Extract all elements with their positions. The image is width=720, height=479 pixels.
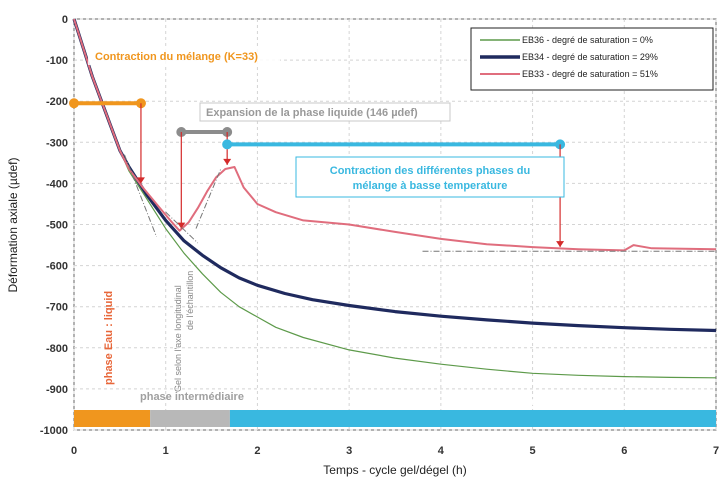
tangent-line-2	[165, 211, 199, 244]
annotation-markers	[69, 98, 716, 252]
annotation-contraction-melange: Contraction du mélange (K=33)	[95, 51, 258, 63]
y-tick-label: -200	[46, 96, 68, 108]
tick-labels: 0 -100 -200 -300 -400 -500 -600 -700 -800 -900 -10…	[40, 14, 719, 457]
phase-label-gel-2: de l'échantillon	[185, 271, 195, 330]
y-tick-label: -600	[46, 261, 68, 273]
y-tick-label: -1000	[40, 425, 68, 437]
bracket-basse-temp-start	[222, 139, 233, 150]
y-tick-label: -400	[46, 178, 68, 190]
x-tick-label: 2	[254, 445, 260, 457]
annotation-contraction-phases-2: mélange à basse temperature	[353, 180, 508, 192]
annotation-bg-basse-temp	[295, 156, 565, 198]
arrow-expansion-end-head	[223, 158, 232, 165]
y-tick-label: -700	[46, 302, 68, 314]
x-tick-label: 7	[713, 445, 719, 457]
phase-label-gel: Gel selon l'axe longitudinal	[173, 285, 183, 392]
x-tick-label: 3	[346, 445, 352, 457]
phase-band-1	[150, 410, 230, 427]
y-tick-label: -300	[46, 137, 68, 149]
legend-label-eb33: EB33 - degré de saturation = 51%	[522, 69, 658, 79]
legend-label-eb36: EB36 - degré de saturation = 0%	[522, 35, 653, 45]
legend-label-eb34: EB34 - degré de saturation = 29%	[522, 52, 658, 62]
y-axis-title: Déformation axiale (µdef)	[6, 158, 20, 293]
bracket-contraction-start	[69, 98, 79, 109]
arrow-expansion-start-head	[177, 222, 186, 229]
annotation-contraction-phases-1: Contraction des différentes phases du	[330, 165, 530, 177]
x-tick-label: 5	[530, 445, 536, 457]
y-tick-label: -900	[46, 384, 68, 396]
y-tick-label: -100	[46, 55, 68, 67]
phase-band-0	[74, 410, 151, 427]
y-tick-label: -500	[46, 220, 68, 232]
series-lines	[72, 18, 717, 379]
y-tick-label: -800	[46, 343, 68, 355]
phase-band-2	[229, 410, 716, 427]
phase-label-liquid: phase Eau : liquid	[103, 291, 115, 385]
x-tick-label: 1	[163, 445, 169, 457]
tangent-line-1	[123, 154, 158, 238]
phase-label-intermediate: phase intermédiaire	[140, 391, 244, 403]
phase-label-solid: phase Eau : solide	[447, 396, 544, 408]
legend-box	[470, 27, 714, 91]
legend: EB36 - degré de saturation = 0% EB34 - d…	[470, 27, 714, 91]
x-tick-label: 0	[71, 445, 77, 457]
series-line-eb33	[73, 18, 717, 252]
y-tick-label: 0	[62, 14, 68, 26]
arrow-basse-temp-head	[556, 241, 565, 248]
annotation-bg-expansion	[199, 102, 451, 122]
x-tick-label: 6	[621, 445, 627, 457]
phase-bands	[74, 410, 716, 427]
annotation-bg-contraction	[88, 47, 280, 65]
annotation-expansion-liquide: Expansion de la phase liquide (146 µdef)	[206, 107, 418, 119]
arrow-contraction-head	[136, 177, 145, 184]
x-tick-label: 4	[438, 445, 445, 457]
x-axis-title: Temps - cycle gel/dégel (h)	[323, 463, 466, 477]
